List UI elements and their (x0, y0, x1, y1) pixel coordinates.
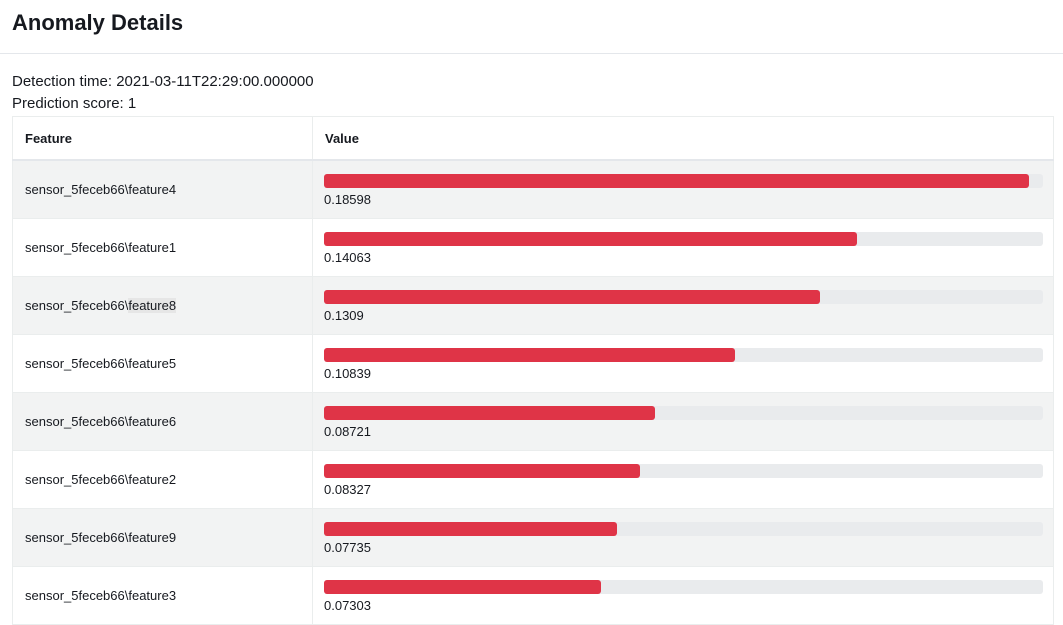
prediction-score: Prediction score: 1 (12, 95, 137, 112)
value-bar-track (324, 405, 1043, 420)
anomaly-meta: Detection time: 2021-03-11T22:29:00.0000… (0, 54, 1063, 115)
detection-time: Detection time: 2021-03-11T22:29:00.0000… (12, 73, 314, 90)
value-label: 0.10839 (324, 365, 371, 381)
feature-cell: sensor_5feceb66\feature1 (12, 218, 313, 277)
feature-cell: sensor_5feceb66\feature8 (12, 276, 313, 335)
feature-cell: sensor_5feceb66\feature4 (12, 160, 313, 219)
value-cell: 0.10839 (312, 334, 1054, 393)
value-cell: 0.1309 (312, 276, 1054, 335)
value-cell: 0.08721 (312, 392, 1054, 451)
value-label: 0.08327 (324, 481, 371, 497)
table-header-row: Feature Value (12, 116, 1054, 161)
value-bar-track (324, 231, 1043, 246)
value-cell: 0.14063 (312, 218, 1054, 277)
value-bar-track (324, 463, 1043, 478)
value-bar-fill (324, 463, 640, 478)
value-label: 0.07735 (324, 539, 371, 555)
feature-cell: sensor_5feceb66\feature2 (12, 450, 313, 509)
feature-name-prefix: sensor_5feceb66\ (25, 240, 129, 255)
value-bar-fill (324, 579, 601, 594)
value-cell: 0.07303 (312, 566, 1054, 625)
value-bar-fill (324, 173, 1029, 188)
feature-name-prefix: sensor_5feceb66\ (25, 472, 129, 487)
table-row: sensor_5feceb66\feature8 0.1309 (12, 276, 1054, 335)
feature-table-container: Feature Value sensor_5feceb66\feature4 0.… (12, 116, 1054, 625)
feature-name-prefix: sensor_5feceb66\ (25, 182, 129, 197)
feature-name-suffix: feature9 (128, 530, 177, 545)
feature-name-prefix: sensor_5feceb66\ (25, 356, 129, 371)
feature-name-suffix: feature6 (128, 414, 177, 429)
feature-name-suffix: feature2 (128, 472, 177, 487)
feature-cell: sensor_5feceb66\feature3 (12, 566, 313, 625)
value-bar-track (324, 289, 1043, 304)
value-label: 0.14063 (324, 249, 371, 265)
value-label: 0.08721 (324, 423, 371, 439)
value-cell: 0.07735 (312, 508, 1054, 567)
feature-cell: sensor_5feceb66\feature5 (12, 334, 313, 393)
feature-name-suffix: feature8 (128, 298, 177, 313)
value-bar-fill (324, 347, 735, 362)
value-bar-track (324, 173, 1043, 188)
value-label: 0.07303 (324, 597, 371, 613)
table-row: sensor_5feceb66\feature9 0.07735 (12, 508, 1054, 567)
column-header-feature[interactable]: Feature (12, 116, 313, 161)
value-bar-fill (324, 289, 821, 304)
value-bar-fill (324, 521, 618, 536)
table-row: sensor_5feceb66\feature4 0.18598 (12, 160, 1054, 219)
feature-table: Feature Value sensor_5feceb66\feature4 0.… (12, 116, 1054, 625)
table-row: sensor_5feceb66\feature5 0.10839 (12, 334, 1054, 393)
value-bar-fill (324, 231, 857, 246)
page-title: Anomaly Details (12, 10, 184, 35)
table-row: sensor_5feceb66\feature3 0.07303 (12, 566, 1054, 625)
feature-name-suffix: feature5 (128, 356, 177, 371)
table-row: sensor_5feceb66\feature1 0.14063 (12, 218, 1054, 277)
value-bar-track (324, 579, 1043, 594)
feature-name-prefix: sensor_5feceb66\ (25, 588, 129, 603)
value-bar-fill (324, 405, 655, 420)
feature-name-suffix: feature4 (128, 182, 177, 197)
feature-name-prefix: sensor_5feceb66\ (25, 298, 129, 313)
value-bar-track (324, 347, 1043, 362)
feature-name-prefix: sensor_5feceb66\ (25, 414, 129, 429)
value-label: 0.18598 (324, 191, 371, 207)
feature-cell: sensor_5feceb66\feature6 (12, 392, 313, 451)
feature-cell: sensor_5feceb66\feature9 (12, 508, 313, 567)
feature-name-suffix: feature3 (128, 588, 177, 603)
value-cell: 0.18598 (312, 160, 1054, 219)
feature-name-prefix: sensor_5feceb66\ (25, 530, 129, 545)
column-header-value[interactable]: Value (312, 116, 1054, 161)
value-label: 0.1309 (324, 307, 364, 323)
page-header: Anomaly Details (0, 0, 1063, 54)
table-row: sensor_5feceb66\feature2 0.08327 (12, 450, 1054, 509)
feature-name-suffix: feature1 (128, 240, 177, 255)
value-cell: 0.08327 (312, 450, 1054, 509)
value-bar-track (324, 521, 1043, 536)
table-row: sensor_5feceb66\feature6 0.08721 (12, 392, 1054, 451)
